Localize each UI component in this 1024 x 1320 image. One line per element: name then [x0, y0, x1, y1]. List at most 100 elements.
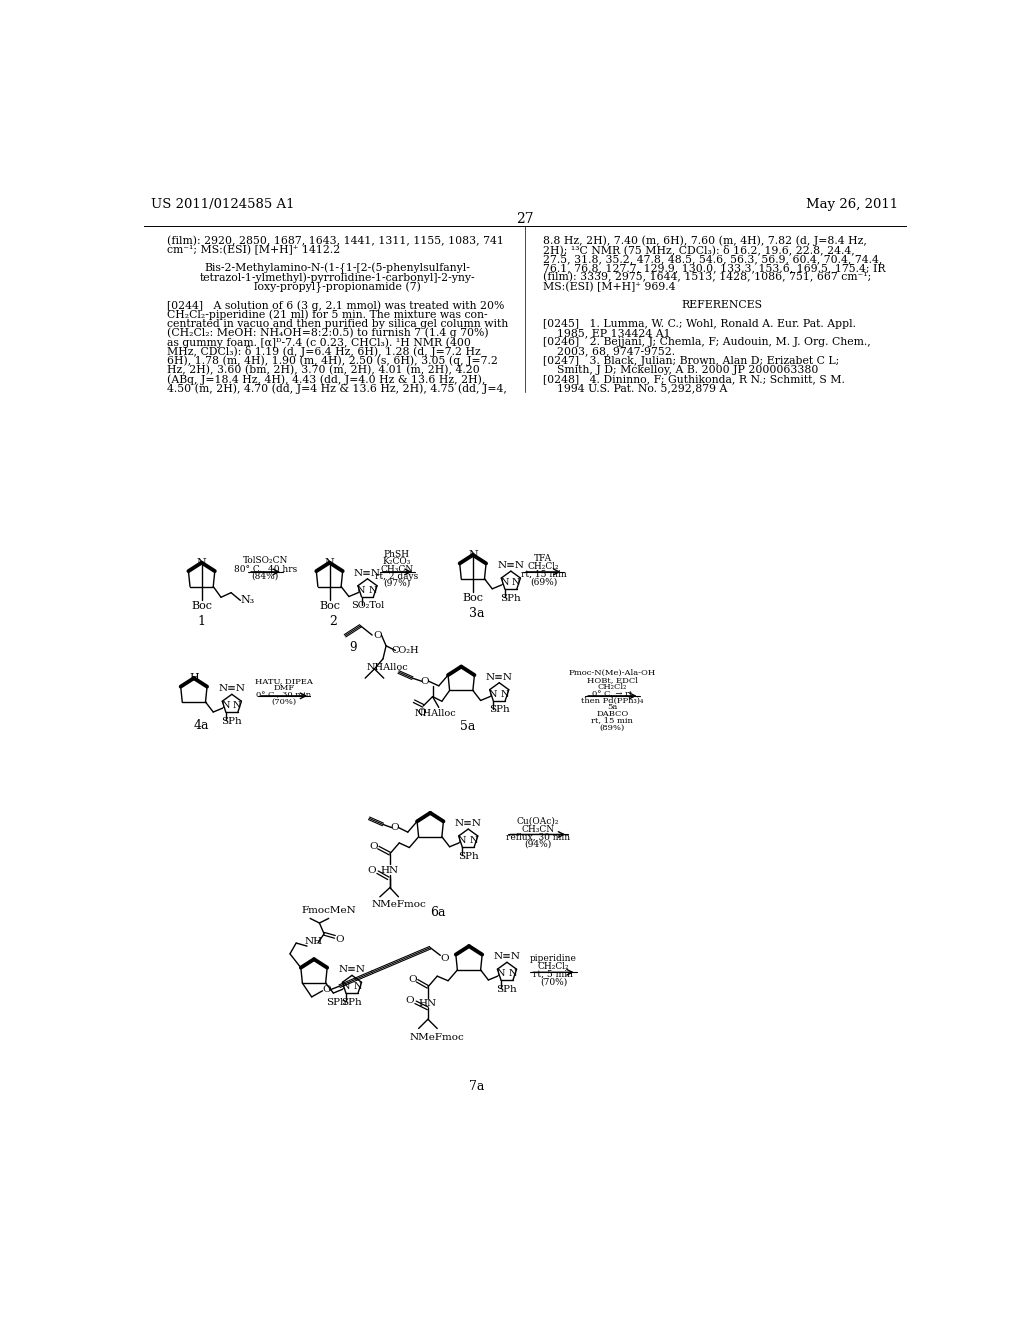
- Text: May 26, 2011: May 26, 2011: [806, 198, 898, 211]
- Text: 3a: 3a: [469, 607, 484, 620]
- Text: Cu(OAc)₂: Cu(OAc)₂: [517, 817, 559, 826]
- Text: (CH₂Cl₂: MeOH: NH₄OH=8:2:0.5) to furnish 7 (1.4 g 70%): (CH₂Cl₂: MeOH: NH₄OH=8:2:0.5) to furnish…: [167, 327, 488, 338]
- Text: Boc: Boc: [319, 601, 340, 611]
- Text: rt, 2 days: rt, 2 days: [376, 572, 419, 581]
- Text: (70%): (70%): [271, 698, 296, 706]
- Text: DMF: DMF: [273, 684, 295, 692]
- Text: CH₃CN: CH₃CN: [380, 565, 414, 574]
- Text: 0° C. → rt: 0° C. → rt: [592, 690, 633, 698]
- Text: O: O: [406, 997, 414, 1006]
- Text: 6a: 6a: [430, 907, 445, 920]
- Text: HOBt, EDCl: HOBt, EDCl: [587, 676, 638, 685]
- Text: CH₂Cl₂: CH₂Cl₂: [527, 562, 559, 572]
- Text: 1: 1: [198, 615, 206, 628]
- Text: [0244]   A solution of 6 (3 g, 2.1 mmol) was treated with 20%: [0244] A solution of 6 (3 g, 2.1 mmol) w…: [167, 300, 504, 310]
- Text: rt, 5 min: rt, 5 min: [534, 970, 573, 979]
- Text: TFA: TFA: [535, 554, 553, 564]
- Text: K₂CO₃: K₂CO₃: [383, 557, 411, 566]
- Text: N≡N: N≡N: [455, 820, 481, 828]
- Text: N: N: [221, 701, 230, 710]
- Text: O: O: [440, 954, 449, 962]
- Text: CH₃CN: CH₃CN: [521, 825, 555, 833]
- Text: FmocMeN: FmocMeN: [301, 907, 356, 915]
- Text: N≡N: N≡N: [485, 673, 513, 682]
- Text: N: N: [497, 969, 505, 978]
- Text: REFERENCES: REFERENCES: [681, 300, 762, 310]
- Text: Hz, 2H), 3.60 (bm, 2H), 3.70 (m, 2H), 4.01 (m, 2H), 4.20: Hz, 2H), 3.60 (bm, 2H), 3.70 (m, 2H), 4.…: [167, 364, 479, 375]
- Text: 76.1, 76.8, 127.7, 129.9, 130.0, 133.3, 153.6, 169.5, 175.4; IR: 76.1, 76.8, 127.7, 129.9, 130.0, 133.3, …: [543, 263, 885, 273]
- Text: DABCO: DABCO: [596, 710, 629, 718]
- Text: NHAlloc: NHAlloc: [367, 663, 409, 672]
- Text: 2: 2: [330, 615, 337, 628]
- Text: NMeFmoc: NMeFmoc: [371, 900, 426, 909]
- Text: N: N: [488, 690, 498, 698]
- Text: O: O: [421, 677, 429, 685]
- Text: O: O: [390, 824, 399, 832]
- Text: SPh: SPh: [458, 851, 478, 861]
- Text: HN: HN: [419, 999, 437, 1008]
- Text: CH₂Cl₂: CH₂Cl₂: [598, 684, 627, 692]
- Text: Smith, J D; Mckelloy, A B. 2000 JP 2000063380: Smith, J D; Mckelloy, A B. 2000 JP 20000…: [543, 364, 818, 375]
- Text: SPh: SPh: [488, 705, 510, 714]
- Text: NMeFmoc: NMeFmoc: [410, 1034, 465, 1043]
- Text: MHz, CDCl₃): δ 1.19 (d, J=6.4 Hz, 6H), 1.28 (d, J=7.2 Hz: MHz, CDCl₃): δ 1.19 (d, J=6.4 Hz, 6H), 1…: [167, 346, 480, 358]
- Text: CH₂Cl₂-piperidine (21 ml) for 5 min. The mixture was con-: CH₂Cl₂-piperidine (21 ml) for 5 min. The…: [167, 309, 487, 319]
- Text: (84%): (84%): [252, 572, 279, 581]
- Text: 4.50 (m, 2H), 4.70 (dd, J=4 Hz & 13.6 Hz, 2H), 4.75 (dd, J=4,: 4.50 (m, 2H), 4.70 (dd, J=4 Hz & 13.6 Hz…: [167, 383, 507, 393]
- Text: HATU, DIPEA: HATU, DIPEA: [255, 677, 312, 685]
- Text: rt, 15 min: rt, 15 min: [592, 717, 633, 725]
- Text: 4a: 4a: [194, 719, 209, 733]
- Text: N: N: [197, 557, 207, 568]
- Text: SPh: SPh: [326, 998, 347, 1007]
- Text: HN: HN: [381, 866, 399, 875]
- Text: NH: NH: [304, 937, 323, 946]
- Text: N≡N: N≡N: [498, 561, 524, 570]
- Text: 5a: 5a: [460, 721, 475, 733]
- Text: 27.5, 31.8, 35.2, 47.8, 48.5, 54.6, 56.3, 56.9, 60.4, 70.4, 74.4,: 27.5, 31.8, 35.2, 47.8, 48.5, 54.6, 56.3…: [543, 253, 882, 264]
- Text: PhSH: PhSH: [384, 549, 410, 558]
- Text: reflux, 30 min: reflux, 30 min: [506, 833, 570, 841]
- Text: then Pd(PPh₃)₄: then Pd(PPh₃)₄: [582, 697, 643, 705]
- Text: 1985, EP 134424 A1: 1985, EP 134424 A1: [543, 327, 671, 338]
- Text: loxy-propyl}-propionamide (7): loxy-propyl}-propionamide (7): [254, 281, 421, 293]
- Text: 0° C., 30 min: 0° C., 30 min: [256, 692, 311, 700]
- Text: Boc: Boc: [191, 601, 212, 611]
- Text: 6H), 1.78 (m, 4H), 1.90 (m, 4H), 2.50 (s, 6H), 3.05 (q, J=7.2: 6H), 1.78 (m, 4H), 1.90 (m, 4H), 2.50 (s…: [167, 355, 498, 366]
- Text: N: N: [501, 578, 509, 587]
- Text: N: N: [458, 836, 466, 845]
- Text: SPh: SPh: [501, 594, 521, 602]
- Text: 1994 U.S. Pat. No. 5,292,879 A: 1994 U.S. Pat. No. 5,292,879 A: [543, 383, 727, 393]
- Text: SPh: SPh: [221, 717, 243, 726]
- Text: O: O: [335, 936, 344, 944]
- Text: MS:(ESI) [M+H]⁺ 969.4: MS:(ESI) [M+H]⁺ 969.4: [543, 281, 675, 292]
- Text: SPh: SPh: [342, 998, 362, 1007]
- Text: (film): 3339, 2975, 1644, 1513, 1428, 1086, 751, 667 cm⁻¹;: (film): 3339, 2975, 1644, 1513, 1428, 10…: [543, 272, 870, 282]
- Text: Bis-2-Methylamino-N-(1-{1-[2-(5-phenylsulfanyl-: Bis-2-Methylamino-N-(1-{1-[2-(5-phenylsu…: [205, 263, 470, 275]
- Text: SPh: SPh: [497, 985, 517, 994]
- Text: N≡N: N≡N: [354, 569, 381, 578]
- Text: [0246]   2. Bejjani, J; Chemla, F; Audouin, M. J. Org. Chem.,: [0246] 2. Bejjani, J; Chemla, F; Audouin…: [543, 337, 870, 347]
- Text: tetrazol-1-ylmethyl)-pyrrolidine-1-carbonyl]-2-yny-: tetrazol-1-ylmethyl)-pyrrolidine-1-carbo…: [200, 272, 475, 282]
- Text: TolSO₂CN: TolSO₂CN: [243, 556, 288, 565]
- Text: Boc: Boc: [463, 593, 483, 603]
- Text: (97%): (97%): [383, 579, 411, 587]
- Text: N: N: [353, 982, 361, 991]
- Text: SO₂Tol: SO₂Tol: [351, 602, 384, 610]
- Text: 7a: 7a: [469, 1080, 484, 1093]
- Text: O: O: [409, 974, 417, 983]
- Text: N: N: [501, 690, 509, 698]
- Text: US 2011/0124585 A1: US 2011/0124585 A1: [152, 198, 295, 211]
- Text: (94%): (94%): [524, 840, 552, 849]
- Text: N≡N: N≡N: [494, 953, 520, 961]
- Text: [0248]   4. Dininno, F; Guthikonda, R N.; Schmitt, S M.: [0248] 4. Dininno, F; Guthikonda, R N.; …: [543, 374, 845, 384]
- Text: N: N: [233, 701, 242, 710]
- Text: 2003, 68, 9747-9752.: 2003, 68, 9747-9752.: [543, 346, 675, 356]
- Text: N: N: [469, 836, 478, 845]
- Text: 80° C., 40 hrs: 80° C., 40 hrs: [233, 565, 297, 573]
- Text: CH₂Cl₂: CH₂Cl₂: [538, 962, 569, 972]
- Text: N: N: [342, 982, 350, 991]
- Text: rt, 15 min: rt, 15 min: [520, 570, 566, 578]
- Text: O: O: [370, 842, 378, 850]
- Text: N₃: N₃: [241, 595, 255, 606]
- Text: as gummy foam. [α]ᴰ-7.4 (c 0.23, CHCl₃). ¹H NMR (400: as gummy foam. [α]ᴰ-7.4 (c 0.23, CHCl₃).…: [167, 337, 471, 347]
